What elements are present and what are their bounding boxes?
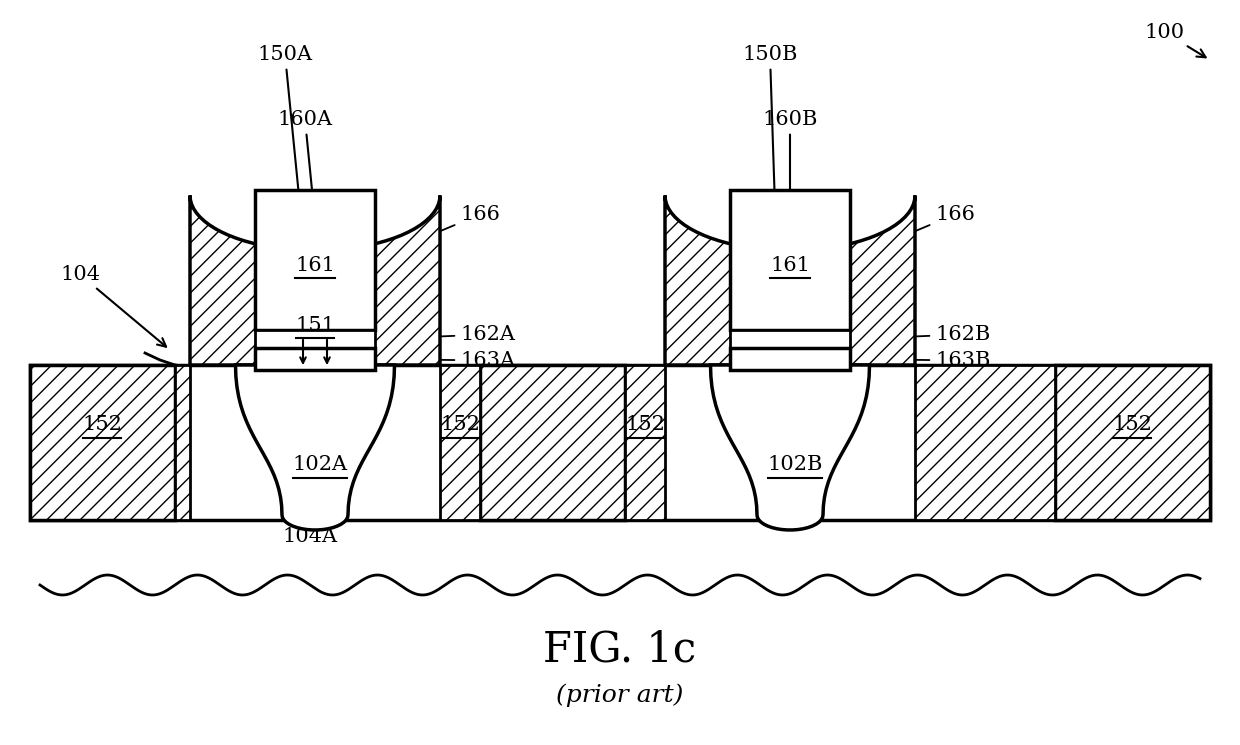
Bar xyxy=(255,190,374,330)
Text: 160A: 160A xyxy=(278,110,332,215)
Text: 160B: 160B xyxy=(763,110,817,215)
Text: 102A: 102A xyxy=(293,455,347,475)
Text: FIG. 1c: FIG. 1c xyxy=(543,629,697,671)
Polygon shape xyxy=(236,365,394,530)
Text: 166: 166 xyxy=(873,205,975,249)
Text: 162B: 162B xyxy=(854,325,991,344)
Text: 161: 161 xyxy=(770,256,810,274)
Text: 104A: 104A xyxy=(283,500,337,546)
Text: 152: 152 xyxy=(82,416,122,434)
Text: 161: 161 xyxy=(295,256,335,274)
Text: 152: 152 xyxy=(1112,416,1152,434)
Text: 100: 100 xyxy=(1145,23,1205,57)
Text: 152: 152 xyxy=(625,416,665,434)
Text: 163B: 163B xyxy=(854,351,991,370)
Bar xyxy=(480,365,625,520)
Polygon shape xyxy=(190,195,440,365)
Bar xyxy=(440,365,480,520)
Text: 104: 104 xyxy=(60,265,166,346)
Text: 102B: 102B xyxy=(768,455,822,475)
Bar xyxy=(255,330,374,348)
Bar xyxy=(175,365,190,520)
Bar xyxy=(30,365,175,520)
Text: 150A: 150A xyxy=(258,45,312,201)
Bar xyxy=(730,348,849,370)
Text: (prior art): (prior art) xyxy=(557,683,683,707)
Bar xyxy=(255,348,374,370)
Polygon shape xyxy=(711,365,869,530)
Bar xyxy=(730,330,849,348)
Text: 163A: 163A xyxy=(379,351,515,370)
Text: 162A: 162A xyxy=(379,325,515,344)
Text: 150B: 150B xyxy=(743,45,797,201)
Bar xyxy=(30,365,1210,520)
Bar xyxy=(915,365,1055,520)
Polygon shape xyxy=(665,195,915,365)
Bar xyxy=(730,190,849,330)
Text: 152: 152 xyxy=(440,416,480,434)
Bar xyxy=(625,365,665,520)
Text: 166: 166 xyxy=(398,205,500,249)
Text: 151: 151 xyxy=(295,315,335,335)
Bar xyxy=(1055,365,1210,520)
